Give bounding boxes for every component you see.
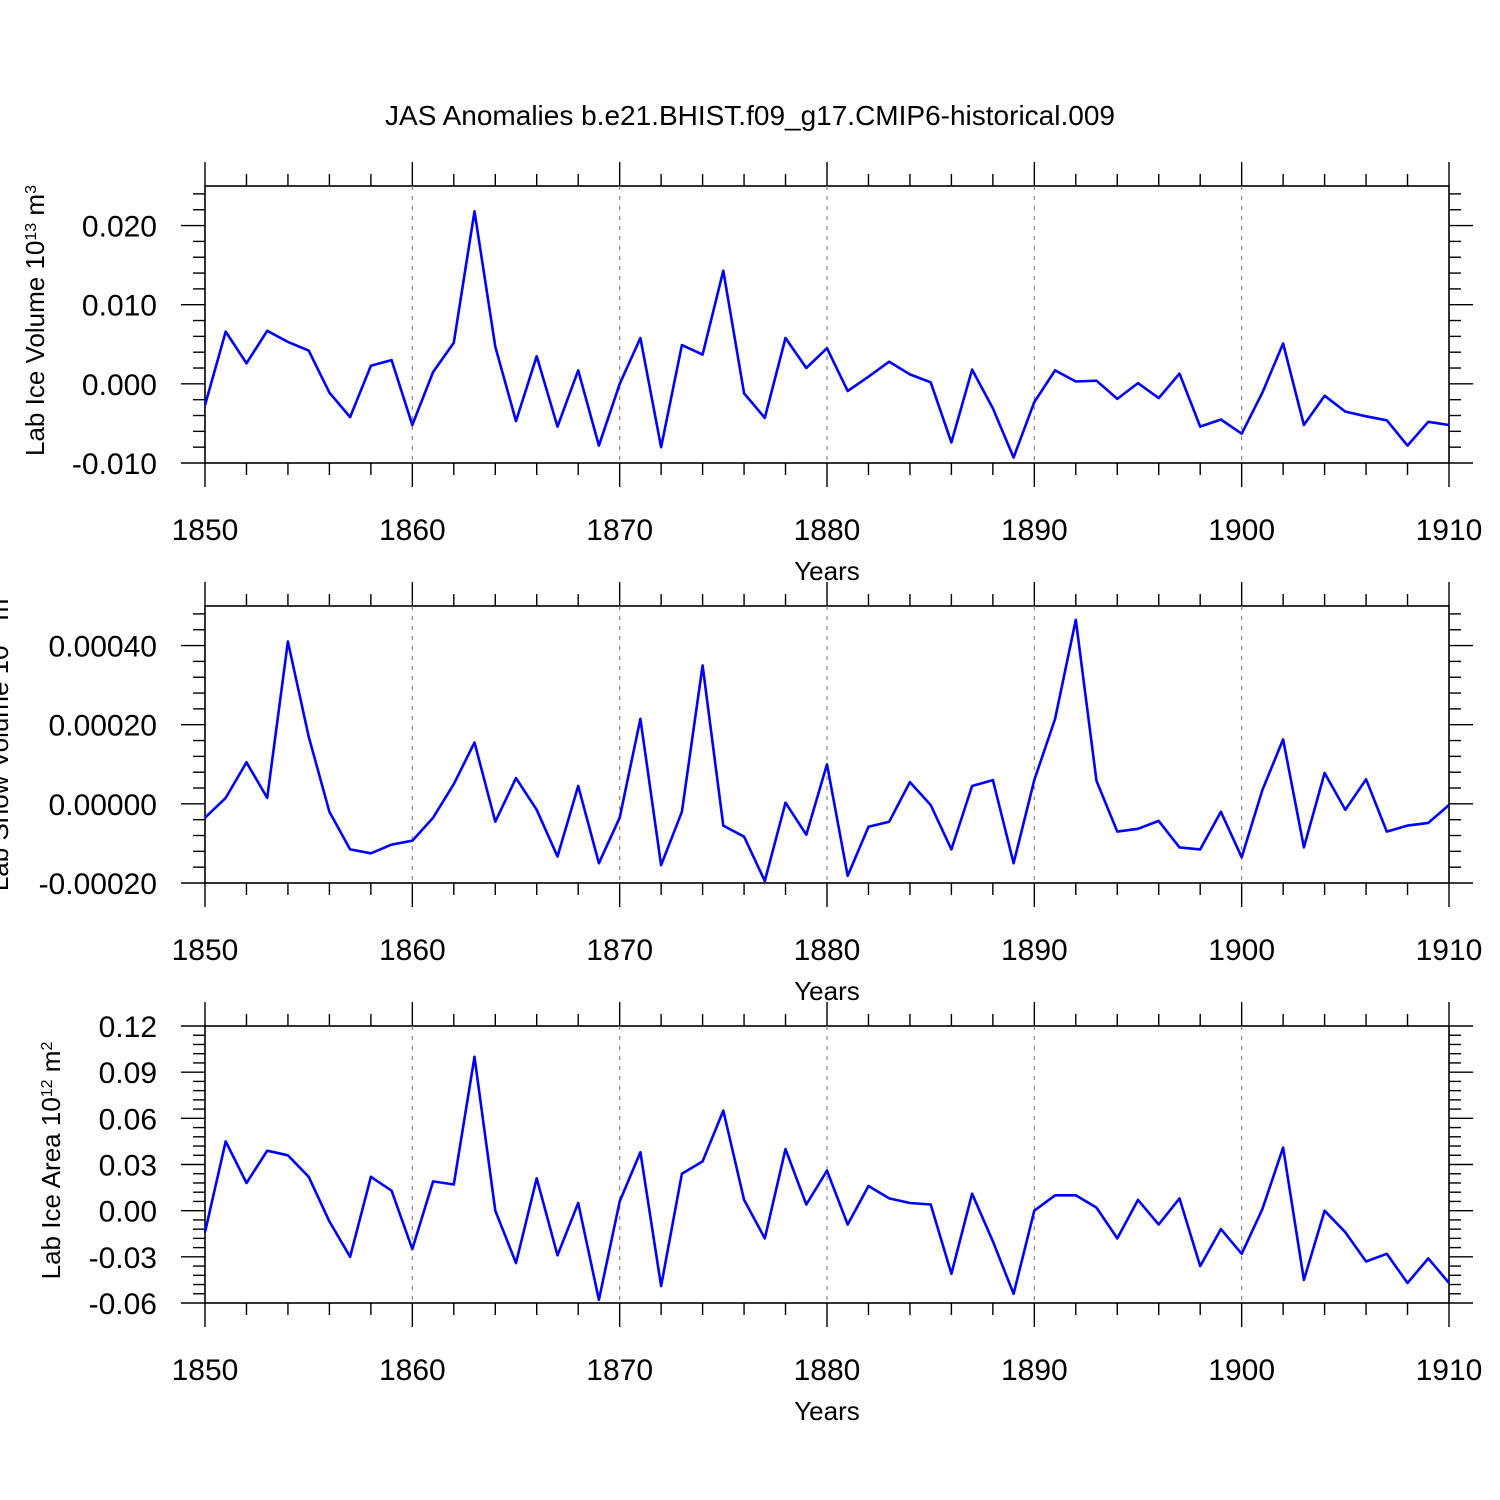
x-tick-label: 1860 <box>379 1354 446 1387</box>
y-axis-title-exponent: 13 <box>23 223 40 241</box>
y-tick-label: 0.000 <box>82 369 157 402</box>
x-tick-label: 1860 <box>379 514 446 547</box>
chart-panel-3: 1850 1860 1870 1880 1890 1900 1910 Years -0.06 -0… <box>36 1002 1482 1426</box>
x-tick-label: 1890 <box>1001 934 1068 967</box>
x-axis-title: Years <box>794 556 860 586</box>
y-tick-label: 0.010 <box>82 290 157 323</box>
x-tick-label: 1890 <box>1001 514 1068 547</box>
y-tick-label: -0.010 <box>72 448 157 481</box>
y-tick-label: 0.09 <box>99 1057 157 1090</box>
chart-panel-2: 1850 1860 1870 1880 1890 1900 1910 Years -0.0002… <box>0 582 1482 1006</box>
x-tick-label: 1850 <box>172 934 239 967</box>
y-axis-title-unit: m <box>20 194 50 223</box>
x-tick-label: 1900 <box>1208 934 1275 967</box>
chart-panel-1: 1850 1860 1870 1880 1890 1900 1910 Years -0.010 0… <box>20 162 1482 586</box>
x-tick-label: 1910 <box>1416 1354 1483 1387</box>
y-tick-label: 0.020 <box>82 211 157 244</box>
x-tick-label: 1900 <box>1208 1354 1275 1387</box>
series-line <box>204 618 1450 883</box>
y-axis-title-exponent: 13 <box>0 628 4 646</box>
series-line <box>203 1055 1450 1302</box>
y-tick-label: -0.03 <box>89 1242 157 1275</box>
y-axis-title: Lab Snow Volume 1013 m3 <box>0 590 14 891</box>
x-tick-label: 1900 <box>1208 514 1275 547</box>
y-axis-title-exponent: 12 <box>39 1079 56 1097</box>
y-tick-label: 0.00000 <box>49 789 157 822</box>
x-axis-title: Years <box>794 976 860 1006</box>
y-axis-title-unit-exponent: 3 <box>23 185 40 194</box>
x-tick-label: 1880 <box>794 934 861 967</box>
x-tick-label: 1880 <box>794 514 861 547</box>
y-axis-title: Lab Ice Area 1012 m2 <box>36 1042 66 1280</box>
x-tick-label: 1910 <box>1416 514 1483 547</box>
y-axis-title-main: Lab Snow Volume 10 <box>0 645 14 891</box>
y-tick-label: -0.00020 <box>39 868 157 901</box>
y-axis-title-unit: m <box>0 599 14 628</box>
y-tick-label: 0.06 <box>99 1103 157 1136</box>
y-tick-label: 0.00 <box>99 1196 157 1229</box>
main-title: JAS Anomalies b.e21.BHIST.f09_g17.CMIP6-… <box>385 100 1115 131</box>
y-tick-label: 0.00040 <box>49 631 157 664</box>
y-axis-title-unit-exponent: 3 <box>0 590 4 599</box>
y-tick-label: -0.06 <box>89 1288 157 1321</box>
x-tick-label: 1880 <box>794 1354 861 1387</box>
x-tick-label: 1870 <box>586 514 653 547</box>
series-line <box>203 210 1450 459</box>
x-tick-label: 1910 <box>1416 934 1483 967</box>
y-tick-label: 0.03 <box>99 1150 157 1183</box>
panels: 1850 1860 1870 1880 1890 1900 1910 Years -0.010 0… <box>0 162 1482 1426</box>
x-tick-label: 1890 <box>1001 1354 1068 1387</box>
y-axis-title-unit: m <box>36 1051 66 1080</box>
y-axis-title-main: Lab Ice Volume 10 <box>20 241 50 456</box>
y-axis-title: Lab Ice Volume 1013 m3 <box>20 185 50 456</box>
x-tick-label: 1850 <box>172 1354 239 1387</box>
x-tick-label: 1850 <box>172 514 239 547</box>
y-axis-title-main: Lab Ice Area 10 <box>36 1097 66 1279</box>
x-tick-label: 1870 <box>586 1354 653 1387</box>
y-tick-label: 0.00020 <box>49 710 157 743</box>
x-tick-label: 1870 <box>586 934 653 967</box>
x-tick-label: 1860 <box>379 934 446 967</box>
y-tick-label: 0.12 <box>99 1011 157 1044</box>
x-axis-title: Years <box>794 1396 860 1426</box>
y-axis-title-unit-exponent: 2 <box>39 1042 56 1051</box>
